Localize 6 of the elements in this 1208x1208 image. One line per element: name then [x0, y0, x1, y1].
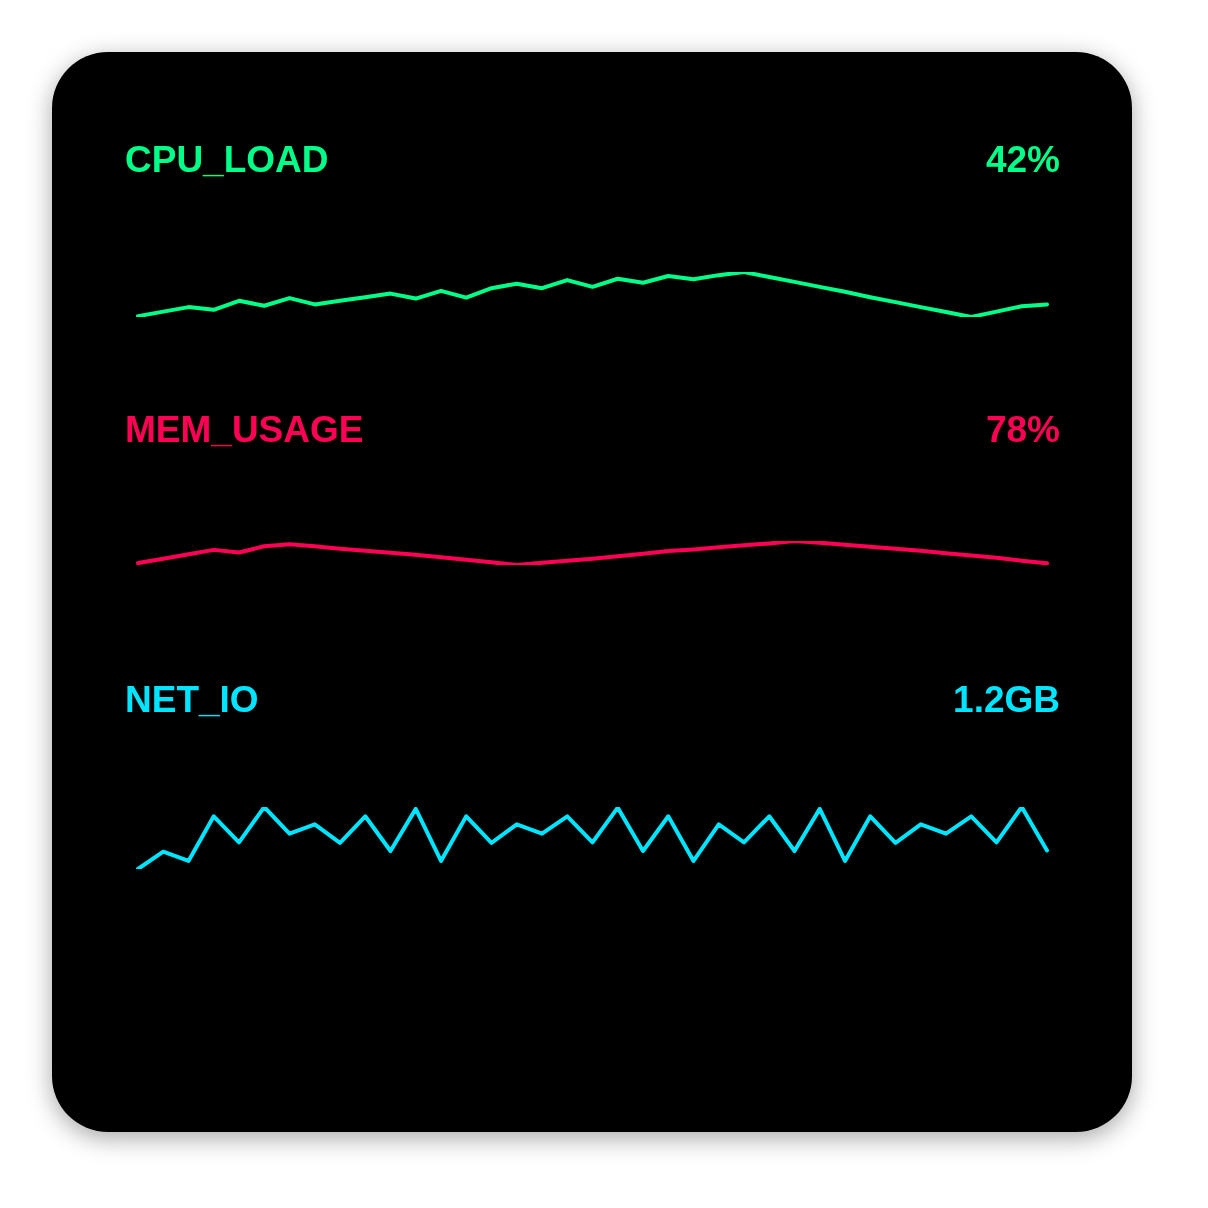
- chart-title: CPU_LOAD: [125, 138, 329, 182]
- text: 78%: [985, 409, 1060, 450]
- chart-title: NET_IO: [125, 678, 259, 722]
- text: 42%: [985, 139, 1060, 180]
- chart-title: MEM_USAGE: [125, 408, 364, 452]
- text: 1.2GB: [953, 679, 1060, 720]
